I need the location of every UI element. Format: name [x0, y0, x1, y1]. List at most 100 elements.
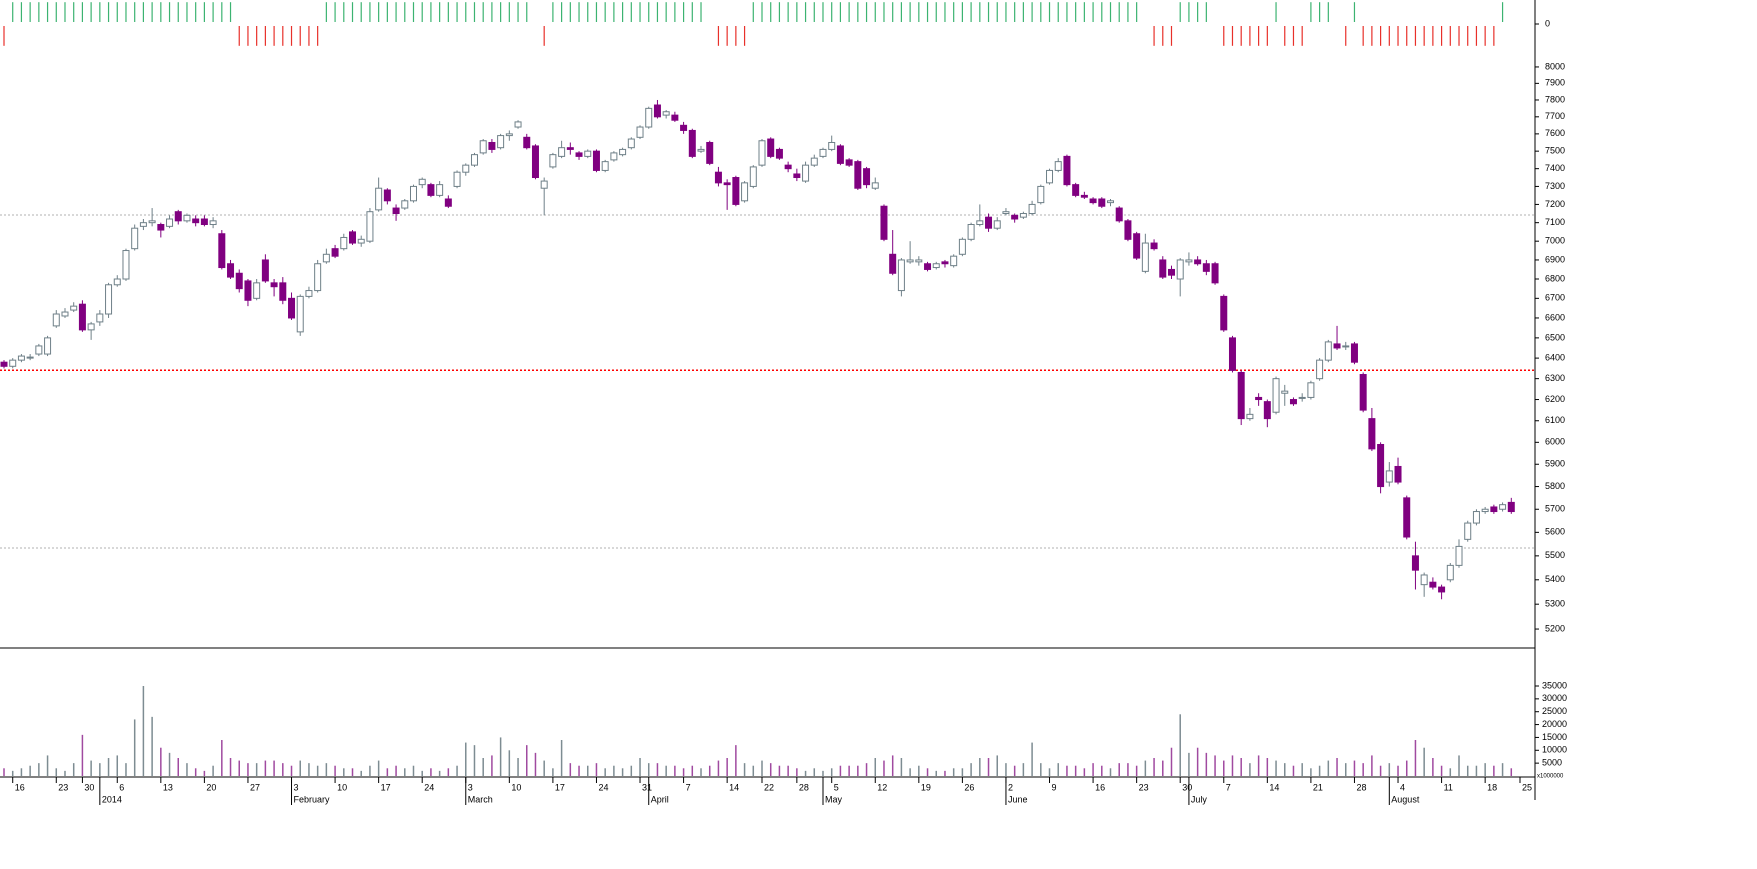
x-tick-label: 4 [1400, 782, 1405, 792]
volume-bar [1440, 765, 1443, 776]
candle-body [958, 238, 966, 255]
x-tick-label: 23 [58, 782, 68, 792]
candle-body [148, 220, 156, 224]
candle-body [758, 140, 766, 166]
candle-body [209, 220, 217, 226]
volume-bar [351, 768, 354, 776]
volume-bar [456, 765, 458, 776]
candle-body [322, 253, 330, 263]
candle-body [314, 263, 322, 292]
candle-body [1237, 371, 1245, 420]
candle-body [1307, 382, 1315, 398]
volume-bar [1092, 763, 1094, 776]
volume-bar [1013, 765, 1016, 776]
volume-bar [508, 750, 511, 776]
x-tick-label: 5 [834, 782, 839, 792]
volume-bar [1179, 714, 1181, 776]
x-tick-label: 14 [729, 782, 739, 792]
volume-bar [996, 755, 998, 776]
candle-body [261, 259, 269, 282]
candle-body [723, 182, 731, 186]
y-tick-label: 6300 [1545, 373, 1565, 383]
volume-bar [1301, 763, 1303, 776]
volume-bar [1153, 758, 1155, 776]
volume-bar [447, 768, 450, 776]
candle-body [575, 152, 583, 157]
volume-bar [848, 765, 850, 776]
candle-body [436, 184, 444, 196]
candle-body [819, 148, 827, 157]
volume-bar [99, 763, 101, 776]
volume-bar [1214, 755, 1216, 776]
candle-body [1011, 214, 1019, 220]
volume-bar [517, 758, 519, 776]
candle-body [444, 198, 452, 207]
period-label: 2014 [102, 794, 122, 804]
volume-bar [1005, 763, 1007, 776]
volume-bar [935, 770, 938, 776]
candle-body [105, 284, 113, 315]
y-tick-label: 5600 [1545, 527, 1565, 537]
candle-body [880, 205, 888, 240]
volume-tick-label: 10000 [1542, 745, 1567, 755]
volume-bar [909, 768, 911, 776]
candle-body [1490, 506, 1498, 513]
volume-bar [1205, 752, 1208, 776]
volume-bar [1048, 768, 1051, 776]
candle-body [340, 236, 348, 250]
volume-bar [430, 768, 432, 776]
candle-body [1028, 203, 1036, 215]
volume-bar [552, 768, 554, 776]
volume-bar [229, 758, 232, 776]
candle-body [0, 361, 8, 367]
volume-bar [796, 768, 798, 776]
y-tick-label: 6900 [1545, 254, 1565, 264]
x-tick-label: 10 [337, 782, 347, 792]
candle-body [828, 141, 836, 150]
candle-body [610, 152, 618, 161]
volume-bar [1292, 765, 1295, 776]
volume-bar [1344, 763, 1347, 776]
candle-body [1385, 470, 1393, 483]
period-label: February [294, 794, 331, 804]
volume-bar [1432, 758, 1434, 776]
candle-body [218, 233, 226, 269]
candle-body [636, 126, 644, 138]
candle-body [871, 182, 879, 189]
candle-body [1115, 207, 1123, 222]
volume-bar [255, 763, 258, 776]
candle-body [1464, 522, 1472, 540]
candle-body [192, 218, 200, 224]
volume-bar [1284, 763, 1286, 776]
candle-body [488, 141, 496, 150]
candle-body [288, 297, 296, 319]
volume-bar [499, 737, 502, 776]
volume-tick-label: 15000 [1542, 732, 1567, 742]
period-label: May [825, 794, 843, 804]
candle-body [96, 313, 104, 323]
volume-bar [665, 765, 667, 776]
candle-body [1220, 295, 1228, 331]
candle-body [671, 114, 679, 121]
volume-bar [186, 763, 188, 776]
candle-body [1472, 511, 1480, 524]
x-tick-label: 21 [1313, 782, 1323, 792]
volume-bar [1144, 760, 1147, 776]
x-tick-label: 3 [294, 782, 299, 792]
candle-body [793, 173, 801, 179]
volume-tick-label: 30000 [1542, 693, 1567, 703]
candle-body [479, 140, 487, 154]
candle-body [784, 164, 792, 170]
candle-body [1298, 396, 1306, 399]
candle-body [584, 150, 592, 157]
candle-body [897, 259, 905, 292]
candle-body [392, 207, 400, 215]
candle-body [44, 337, 52, 355]
candle-body [9, 359, 17, 367]
volume-bar [1466, 765, 1469, 776]
volume-bar [874, 758, 877, 776]
y-tick-label: 7700 [1545, 111, 1565, 121]
candle-body [645, 107, 653, 128]
candle-body [1324, 341, 1332, 361]
